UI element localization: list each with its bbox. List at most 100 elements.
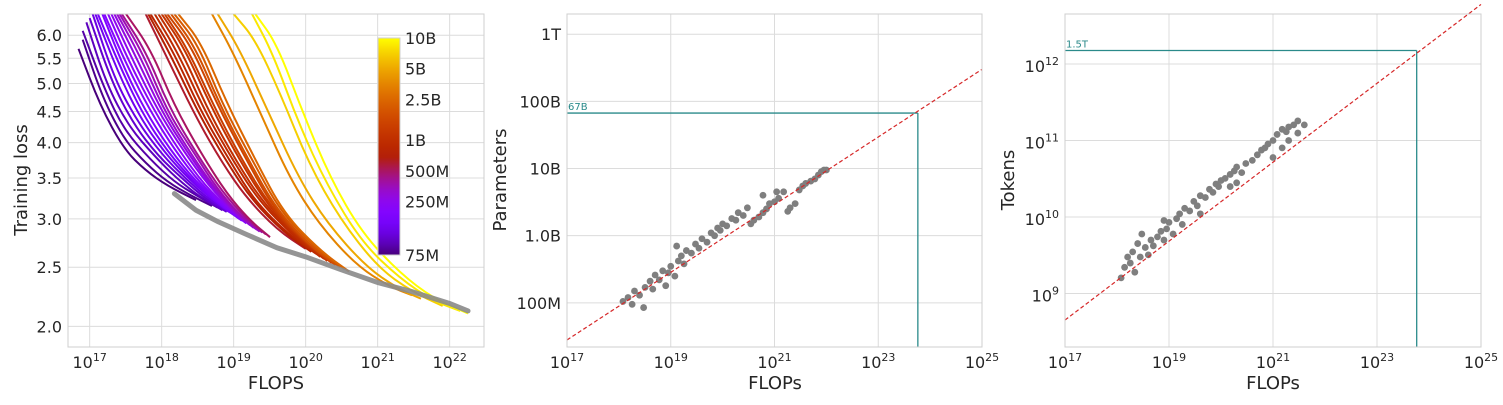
parameters-y-ticks: 100M 1.0B 10B 100B 1T (517, 25, 562, 313)
p2-point-8 (649, 285, 657, 293)
p2-y-tick-1: 1.0B (525, 227, 561, 246)
loss-curve-7 (96, 14, 240, 220)
loss-curve-32 (254, 14, 469, 315)
x-tick-5: 1022 (432, 351, 466, 372)
p3-point-40 (1242, 160, 1250, 167)
y-tick-6: 5.0 (37, 75, 62, 94)
tokens-x-ticks: 1017 1019 1021 1023 1025 (1048, 351, 1498, 372)
p3-point-3 (1126, 259, 1134, 267)
p2-point-24 (703, 238, 711, 246)
parameters-points (619, 166, 830, 311)
p2-point-7 (646, 277, 654, 285)
p3-point-16 (1163, 225, 1171, 233)
colorbar-tick-3: 1B (405, 131, 426, 150)
p3-point-4 (1129, 248, 1137, 256)
loss-curve-29 (216, 14, 422, 300)
p2-point-23 (698, 235, 706, 243)
p3-point-36 (1233, 163, 1241, 171)
p2-x-tick-2: 1021 (757, 351, 791, 372)
loss-curve-12 (113, 14, 258, 231)
colorbar-tick-0: 75M (405, 246, 439, 265)
loss-curve-18 (147, 14, 312, 253)
loss-curve-13 (116, 14, 261, 233)
p2-point-34 (739, 212, 747, 219)
p3-fit (1064, 3, 1482, 321)
y-tick-8: 6.0 (37, 26, 62, 45)
p3-point-22 (1181, 204, 1189, 212)
x-tick-2: 1019 (216, 351, 250, 372)
p3-point-47 (1273, 131, 1281, 138)
loss-curve-5 (91, 14, 235, 216)
p2-y-tick-3: 100B (519, 92, 561, 111)
loss-frontier (171, 191, 471, 314)
p2-point-11 (659, 267, 667, 275)
p3-point-52 (1294, 117, 1302, 125)
p3-point-42 (1253, 151, 1261, 159)
loss-curve-31 (251, 14, 461, 312)
training-loss-y-ticks: 2.0 2.5 3.0 3.5 4.0 4.5 5.0 5.5 6.0 (37, 26, 62, 336)
colorbar-bar (377, 37, 401, 256)
p3-point-45 (1264, 140, 1272, 148)
p2-point-43 (775, 194, 783, 202)
tokens-points (1117, 117, 1308, 282)
colorbar-tick-5: 5B (405, 60, 426, 79)
p2-point-33 (734, 209, 742, 217)
training-loss-curves (77, 14, 469, 315)
y-tick-3: 3.5 (37, 169, 62, 188)
p2-point-10 (655, 276, 663, 284)
p3-point-11 (1147, 236, 1155, 244)
colorbar-tick-6: 10B (405, 29, 436, 48)
p3-point-5 (1131, 268, 1139, 276)
p3-point-1 (1121, 263, 1128, 271)
p3-point-27 (1201, 194, 1209, 201)
p2-point-5 (640, 304, 648, 311)
loss-curve-15 (121, 14, 267, 236)
parameters-x-label: FLOPs (748, 373, 802, 394)
p2-point-57 (759, 191, 767, 199)
p3-point-9 (1141, 244, 1149, 251)
training-loss-y-label: Training loss (11, 124, 32, 237)
p2-annot-label: 67B (568, 102, 588, 113)
p3-point-37 (1238, 169, 1246, 177)
loss-curve-16 (125, 14, 271, 238)
parameters-y-label: Parameters (490, 128, 511, 231)
loss-curve-3 (85, 21, 224, 212)
tokens-y-label: Tokens (998, 150, 1019, 212)
p3-point-39 (1233, 179, 1241, 187)
model-size-colorbar: 75M 250M 500M 1B 2.5B 5B 10B (377, 29, 449, 265)
loss-curve-19 (149, 14, 317, 255)
tokens-x-label: FLOPs (1246, 373, 1300, 394)
y-tick-2: 3.0 (37, 210, 62, 229)
loss-curve-14 (118, 14, 263, 234)
p2-x-tick-0: 1017 (550, 351, 584, 372)
loss-frontier-points (171, 191, 471, 314)
p3-point-54 (1269, 154, 1277, 161)
p3-x-tick-2: 1021 (1256, 351, 1290, 372)
p3-point-46 (1269, 137, 1277, 144)
p3-point-31 (1215, 183, 1223, 190)
x-tick-0: 1017 (72, 351, 106, 372)
training-loss-x-ticks: 1017 1018 1019 1020 1021 1022 (72, 351, 466, 372)
p3-point-6 (1134, 240, 1142, 247)
p3-point-18 (1169, 230, 1177, 238)
p3-point-7 (1136, 253, 1144, 261)
p2-x-tick-3: 1023 (861, 351, 895, 372)
y-tick-1: 2.5 (37, 258, 62, 277)
p2-y-tick-0: 100M (517, 294, 561, 313)
parameters-chart: 67B 1017 1019 1021 1023 1025 100M 1.0B 10B 100B… (490, 13, 999, 394)
y-tick-5: 4.5 (37, 102, 62, 121)
tokens-annotation: 1.5T (1065, 40, 1418, 347)
p2-point-44 (780, 188, 788, 196)
y-tick-0: 2.0 (37, 317, 62, 336)
p2-x-tick-1: 1019 (654, 351, 688, 372)
loss-curve-2 (81, 30, 219, 209)
p2-fit (566, 68, 983, 341)
p3-point-38 (1226, 183, 1234, 190)
loss-curve-21 (157, 14, 325, 260)
p2-point-16 (674, 257, 682, 265)
p3-annot-label: 1.5T (1066, 40, 1089, 51)
tokens-y-ticks: 109 1010 1011 1012 (1025, 55, 1059, 306)
p3-point-41 (1248, 156, 1256, 164)
p2-point-59 (673, 242, 681, 250)
colorbar-tick-1: 250M (405, 193, 449, 212)
